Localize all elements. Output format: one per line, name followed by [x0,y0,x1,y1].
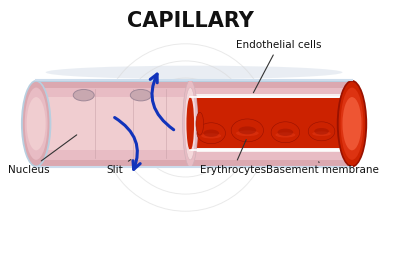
Ellipse shape [201,133,221,138]
Ellipse shape [238,126,256,134]
Ellipse shape [23,82,50,166]
Ellipse shape [340,87,364,160]
Text: Slit: Slit [106,160,131,175]
Ellipse shape [278,129,293,136]
Ellipse shape [196,112,204,135]
Bar [190,148,352,152]
Text: CAPILLARY: CAPILLARY [127,12,254,31]
Ellipse shape [25,87,48,160]
Ellipse shape [183,80,198,167]
Ellipse shape [21,80,51,167]
Ellipse shape [308,122,335,141]
Text: Erythrocytes: Erythrocytes [200,140,266,175]
Bar [36,87,352,160]
Bar [190,97,352,150]
Bar [36,82,352,166]
Ellipse shape [27,97,46,150]
Ellipse shape [130,89,151,101]
Ellipse shape [203,130,219,137]
Ellipse shape [337,80,367,167]
Ellipse shape [197,123,226,144]
Text: Nucleus: Nucleus [8,135,77,175]
Ellipse shape [186,97,194,150]
Ellipse shape [73,89,94,101]
Ellipse shape [46,66,342,79]
Ellipse shape [342,97,362,150]
Ellipse shape [236,130,259,136]
Ellipse shape [231,119,264,142]
Ellipse shape [314,128,329,135]
Ellipse shape [312,131,331,136]
Ellipse shape [276,132,295,138]
Text: Basement membrane: Basement membrane [266,162,379,175]
Bar [36,80,352,167]
Bar [190,150,352,160]
Text: Endothelial cells: Endothelial cells [236,40,322,93]
Ellipse shape [339,82,365,166]
Bar [190,87,352,97]
Ellipse shape [184,87,196,160]
Ellipse shape [239,89,260,101]
Ellipse shape [271,122,300,143]
Bar [190,94,352,98]
Bar [36,97,352,150]
